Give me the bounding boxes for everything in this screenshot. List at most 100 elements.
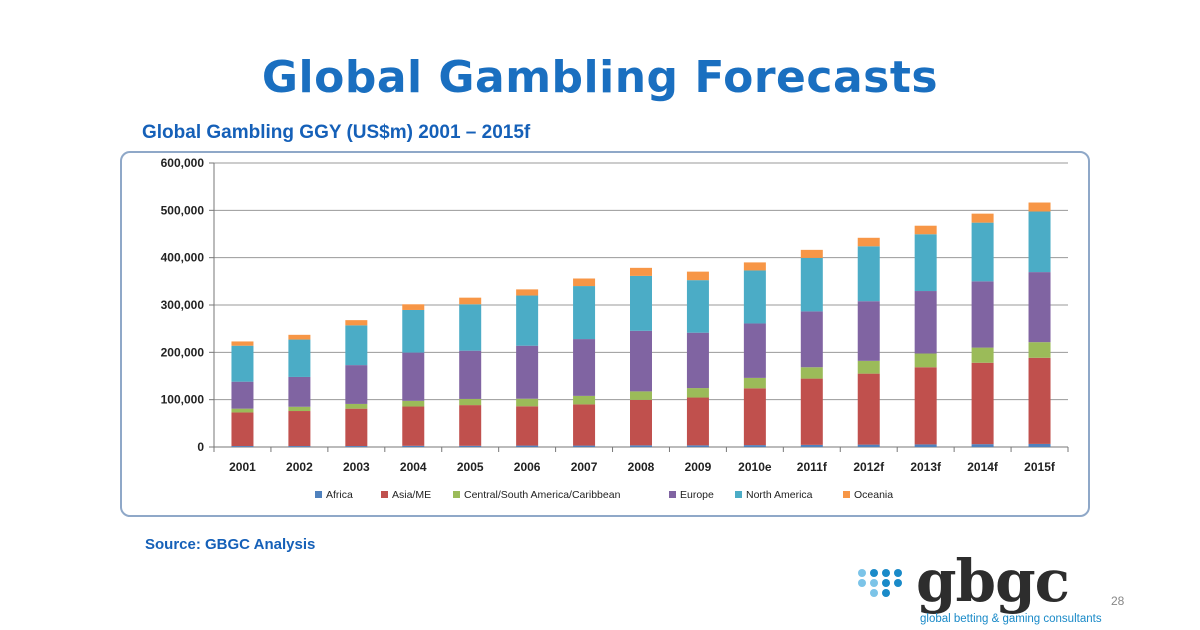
- bar-segment: [686, 445, 709, 447]
- bar-segment: [971, 347, 994, 363]
- y-tick-label: 0: [197, 440, 204, 454]
- bar-segment: [288, 411, 311, 447]
- bar-segment: [516, 445, 539, 447]
- bar-segment: [914, 234, 937, 292]
- legend-swatch: [843, 491, 850, 498]
- x-tick-label: 2013f: [910, 460, 942, 474]
- bar-segment: [288, 376, 311, 407]
- chart-frame: 0 100,000 200,000 300,000 400,000 500,000 600,…: [120, 151, 1090, 517]
- bar-segment: [573, 286, 596, 340]
- logo-dot: [870, 589, 878, 597]
- bar-segment: [345, 365, 368, 404]
- logo-dot: [882, 579, 890, 587]
- logo-dot: [882, 569, 890, 577]
- bar-segment: [459, 398, 482, 406]
- bar-segment: [743, 323, 766, 378]
- bar-segment: [686, 271, 709, 281]
- bar-segment: [459, 445, 482, 447]
- x-tick-label: 2012f: [853, 460, 885, 474]
- x-tick-label: 2001: [229, 460, 256, 474]
- y-tick-label: 500,000: [161, 203, 205, 217]
- bar-segment: [345, 408, 368, 447]
- bar-segment: [231, 341, 254, 346]
- x-tick-label: 2004: [400, 460, 427, 474]
- bar-segment: [516, 406, 539, 446]
- bar-segment: [1028, 211, 1051, 273]
- bar-segment: [402, 352, 425, 401]
- bar-segment: [630, 330, 652, 392]
- x-tick-label: 2014f: [967, 460, 999, 474]
- bar-segment: [686, 332, 709, 389]
- logo-dot: [894, 579, 902, 587]
- bar-segment: [857, 444, 880, 447]
- bar-segment: [857, 246, 880, 302]
- bar-segment: [914, 444, 937, 447]
- bar-segment: [459, 304, 482, 351]
- legend-label: Oceania: [854, 489, 893, 501]
- page-number: 28: [1111, 594, 1125, 608]
- bar-segment: [402, 304, 425, 310]
- legend-label: Europe: [680, 489, 714, 501]
- bar-segment: [1028, 443, 1051, 447]
- legend-swatch: [669, 491, 676, 498]
- bar-segment: [1028, 272, 1051, 343]
- bar-segment: [686, 388, 709, 398]
- x-tick-label: 2010e: [738, 460, 772, 474]
- bar-segment: [857, 237, 880, 247]
- bar-segment: [516, 295, 539, 346]
- logo-wordmark: gbgc: [916, 547, 1070, 615]
- logo-dot: [870, 579, 878, 587]
- bar-segment: [630, 391, 652, 400]
- y-tick-label: 600,000: [161, 156, 205, 170]
- bar-segment: [971, 281, 994, 348]
- bar-segment: [914, 225, 937, 235]
- bar-segment: [573, 395, 596, 405]
- x-tick-label: 2007: [571, 460, 598, 474]
- legend-swatch: [735, 491, 742, 498]
- x-tick-label: 2006: [514, 460, 541, 474]
- bar-segment: [800, 444, 823, 447]
- bar-segment: [1028, 357, 1051, 444]
- bar-segment: [231, 446, 254, 447]
- bar-segment: [459, 297, 482, 305]
- x-tick-labels: 2001 2002 2003 2004 2005 2006 2007 2008 2009 2010…: [229, 460, 1056, 474]
- bar-segment: [402, 445, 425, 447]
- bar-segment: [857, 301, 880, 361]
- bar-segment: [516, 398, 539, 407]
- y-tick-label: 400,000: [161, 251, 205, 265]
- bar-segment: [743, 270, 766, 324]
- bar-segment: [800, 311, 823, 368]
- x-tick-label: 2009: [685, 460, 712, 474]
- bar-segment: [857, 360, 880, 374]
- x-tick-label: 2015f: [1024, 460, 1056, 474]
- logo-dots-icon: [858, 569, 914, 599]
- bar-segment: [914, 353, 937, 368]
- bar-segment: [914, 291, 937, 354]
- bar-segment: [345, 320, 368, 326]
- bar-segment: [231, 345, 254, 382]
- legend-label: Africa: [326, 489, 353, 501]
- bar-segment: [288, 406, 311, 412]
- slide-title: Global Gambling Forecasts: [261, 52, 939, 103]
- bar-segment: [402, 309, 425, 353]
- bar-segment: [800, 367, 823, 379]
- y-tick-label: 200,000: [161, 345, 205, 359]
- bar-segment: [914, 367, 937, 445]
- legend-swatch: [381, 491, 388, 498]
- logo-dot: [894, 569, 902, 577]
- bar-segment: [459, 350, 482, 399]
- bar-segment: [743, 445, 766, 447]
- bar-segment: [971, 362, 994, 445]
- bar-segment: [231, 412, 254, 447]
- logo-dot: [870, 569, 878, 577]
- bar-segment: [573, 445, 596, 447]
- logo-dot: [858, 579, 866, 587]
- bar-segment: [516, 345, 539, 399]
- gbgc-logo: gbgc global betting & gaming consultants: [858, 547, 1158, 630]
- bar-segment: [971, 222, 994, 282]
- bar-segment: [288, 339, 311, 377]
- bar-segment: [231, 381, 254, 409]
- bar-segment: [459, 405, 482, 446]
- bar-segment: [402, 406, 425, 446]
- stacked-bar-chart: 0 100,000 200,000 300,000 400,000 500,000 600,…: [161, 156, 1069, 501]
